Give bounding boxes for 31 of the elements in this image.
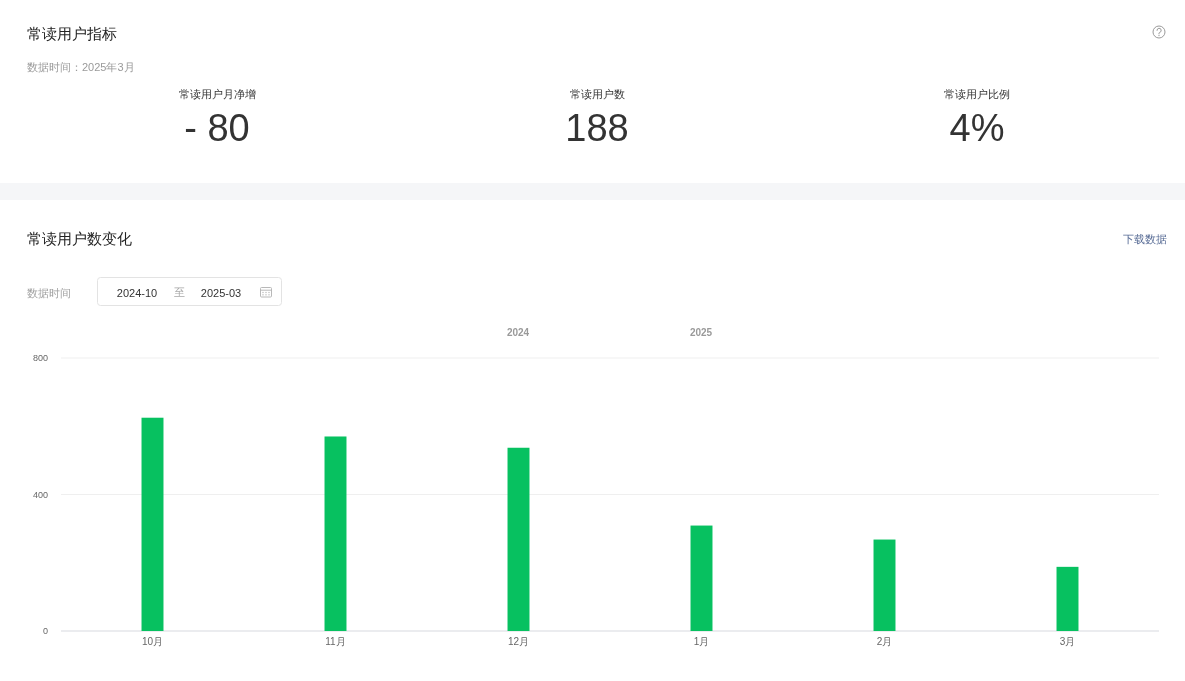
bar (690, 525, 713, 631)
x-tick-label: 3月 (1059, 636, 1076, 647)
text: 2025 (689, 327, 713, 338)
text: 数据时间：2025年3月 (27, 61, 135, 73)
text: 下载数据 (1123, 233, 1167, 245)
x-tick-label: 1月 (693, 636, 710, 647)
text: 常读用户数 (569, 88, 625, 100)
text: 常读用户指标 (27, 25, 117, 42)
bar (324, 436, 347, 631)
text: 常读用户月净增 (178, 88, 256, 100)
bar (1056, 566, 1079, 631)
y-tick-label: 800 (32, 353, 48, 363)
text: - 80 (184, 107, 250, 149)
bar (507, 447, 530, 631)
text: 至 (173, 286, 185, 298)
text: 188 (565, 107, 629, 149)
x-tick-label: 2月 (876, 636, 893, 647)
x-tick-label: 11月 (325, 636, 346, 647)
text: 2024 (506, 327, 530, 338)
x-tick-label: 12月 (507, 636, 530, 647)
chart-title: 常读用户数变化 (27, 230, 132, 247)
bar (141, 417, 164, 631)
text: 4% (949, 107, 1005, 149)
y-tick-label: 400 (32, 489, 48, 500)
bar (873, 539, 896, 631)
text: 数据时间 (27, 287, 71, 299)
y-tick-label: 0 (42, 626, 48, 636)
text: 常读用户比例 (944, 88, 1010, 100)
x-tick-label: 10月 (141, 636, 164, 647)
text: 2024-10 (116, 287, 158, 299)
text: 2025-03 (200, 287, 242, 299)
